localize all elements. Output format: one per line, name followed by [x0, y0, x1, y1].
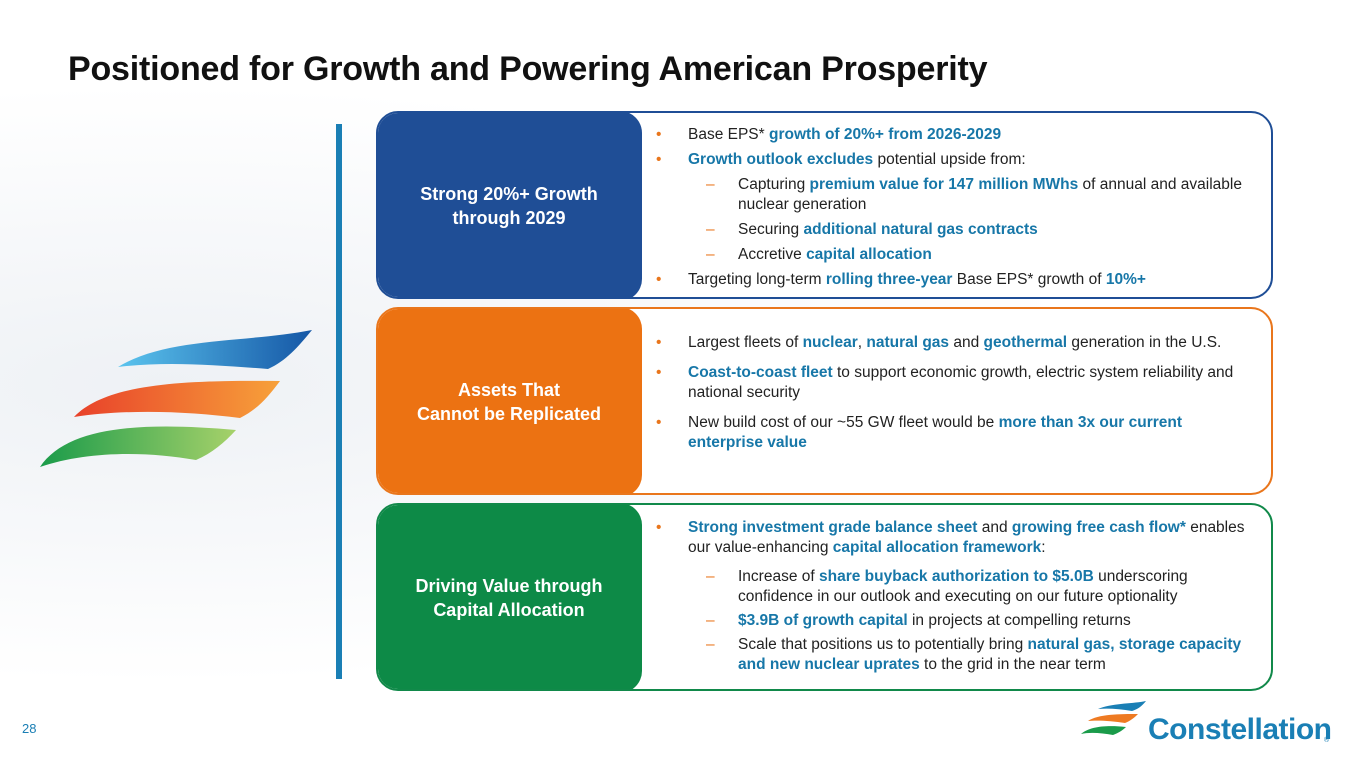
growth-panel-label: Strong 20%+ Growth through 2029 — [378, 113, 642, 297]
bullet-item: New build cost of our ~55 GW fleet would… — [656, 413, 1253, 453]
bullet-item: Strong investment grade balance sheet an… — [656, 518, 1253, 675]
bullet-item: Coast-to-coast fleet to support economic… — [656, 363, 1253, 403]
page-number: 28 — [22, 721, 37, 736]
sub-bullet-item: Increase of share buyback authorization … — [706, 567, 1253, 607]
capital-allocation-panel-label: Driving Value through Capital Allocation — [378, 505, 642, 689]
page-title: Positioned for Growth and Powering Ameri… — [68, 50, 988, 88]
bullet-item: Targeting long-term rolling three-year B… — [656, 270, 1253, 290]
growth-panel-content: Base EPS* growth of 20%+ from 2026-2029 … — [656, 125, 1253, 295]
constellation-logo: Constellation ® — [1080, 700, 1332, 748]
sub-bullet-item: Accretive capital allocation — [706, 245, 1253, 265]
assets-panel: Assets That Cannot be Replicated Largest… — [376, 307, 1273, 495]
bullet-item: Growth outlook excludes potential upside… — [656, 150, 1253, 265]
assets-panel-content: Largest fleets of nuclear, natural gas a… — [656, 333, 1253, 463]
constellation-emblem-icon — [40, 330, 312, 467]
assets-panel-label: Assets That Cannot be Replicated — [378, 309, 642, 493]
capital-allocation-panel-content: Strong investment grade balance sheet an… — [656, 518, 1253, 679]
accent-divider-line — [336, 124, 342, 679]
sub-bullet-item: Scale that positions us to potentially b… — [706, 635, 1253, 675]
sub-bullet-item: Capturing premium value for 147 million … — [706, 175, 1253, 215]
capital-allocation-panel: Driving Value through Capital Allocation… — [376, 503, 1273, 691]
constellation-wordmark: Constellation — [1148, 713, 1332, 746]
growth-panel: Strong 20%+ Growth through 2029 Base EPS… — [376, 111, 1273, 299]
bullet-item: Base EPS* growth of 20%+ from 2026-2029 — [656, 125, 1253, 145]
sub-bullet-item: Securing additional natural gas contract… — [706, 220, 1253, 240]
registered-mark: ® — [1324, 737, 1330, 744]
sub-bullet-item: $3.9B of growth capital in projects at c… — [706, 611, 1253, 631]
constellation-logo-icon — [1081, 701, 1146, 735]
bullet-item: Largest fleets of nuclear, natural gas a… — [656, 333, 1253, 353]
